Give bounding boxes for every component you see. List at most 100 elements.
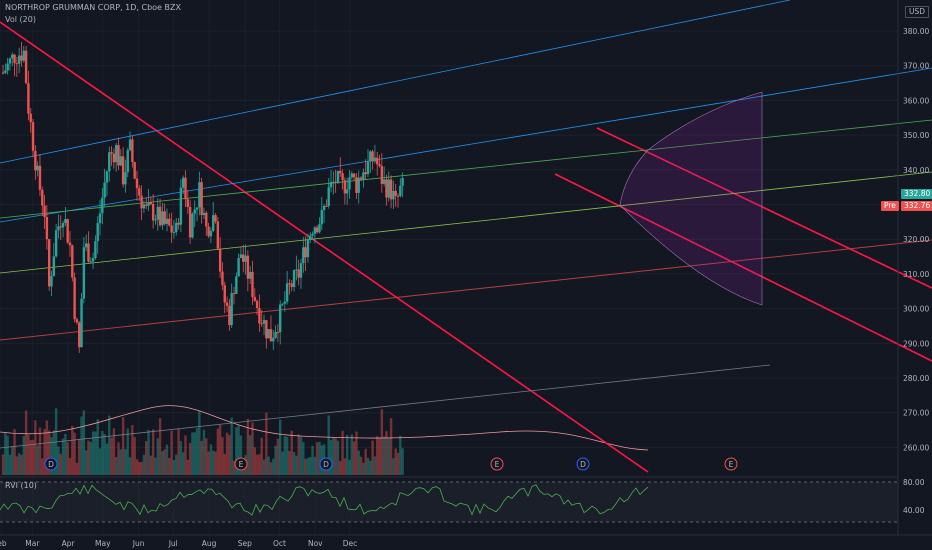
candle-body [156,206,159,220]
trend-lines[interactable] [0,0,932,473]
time-tick-label: Apr [62,539,76,548]
candle-body [230,293,233,326]
candle-body [258,308,261,324]
candle-body [13,54,16,64]
candle-body [212,215,215,231]
currency-button[interactable]: USD [905,6,930,18]
marker-label: D [580,460,586,469]
volume-bar [50,437,53,475]
candle-body [352,173,356,178]
volume-bar [399,435,402,475]
price-tick-label: 270.00 [903,409,929,418]
price-tick-label: 370.00 [903,62,929,71]
candle-body [101,197,104,214]
volume-bar [373,456,377,475]
candle-body [297,269,300,278]
volume-bar [339,460,342,475]
candle-body [309,235,312,240]
dividend-marker [319,457,333,471]
volume-bar [260,437,263,475]
volume-bar [4,432,7,475]
candle-body [103,182,106,198]
candle-body [320,210,323,225]
candle-body [235,276,238,294]
volume-bar [101,430,104,475]
candle-body [22,50,25,61]
time-tick-label: Jul [168,539,178,548]
candle-body [193,209,196,214]
candle-body [34,150,37,171]
volume-bar [34,420,37,475]
rvi-legend[interactable]: RVI (10) [5,481,37,490]
candle-body [15,63,19,65]
candle-body [135,178,139,189]
volume-bar [315,442,319,475]
dividend-marker [44,457,58,471]
candle-body [133,162,136,179]
candle-body [195,207,199,210]
volume-bar [334,438,337,475]
volume-bar [205,438,208,475]
volume-bar [225,432,229,475]
pre-market-label: Pre [881,201,899,211]
candle-body [348,177,351,190]
candle-body [186,199,189,208]
price-axis[interactable]: 380.00370.00360.00350.00340.00330.00320.… [897,0,929,535]
candle-body [255,300,259,309]
volume-bar [13,429,16,475]
candle-body [334,181,337,183]
volume-ma-line [0,405,649,451]
volume-bar [84,450,88,475]
candle-body [315,227,319,233]
volume-bar [179,441,183,475]
candle-body [396,195,400,197]
volume-bar [253,447,256,475]
candle-body [394,190,397,196]
volume-bar [17,453,21,475]
candle-body [292,269,296,288]
symbol-title[interactable]: NORTHROP GRUMMAN CORP, 1D, Cboe BZX [5,3,181,12]
candle-body [27,83,30,114]
candle-body [43,205,46,218]
candle-body [281,303,284,305]
candle-body [216,221,220,249]
volume-bar [98,448,102,475]
candle-body [36,165,39,171]
price-tick-label: 360.00 [903,96,929,105]
volume-bar [209,444,213,475]
price-tick-label: 320.00 [903,235,929,244]
candle-body [20,55,23,61]
candle-body [66,219,69,243]
volume-bar [299,436,303,475]
volume-bar [15,456,19,475]
trend-line [554,173,932,362]
volume-bar [181,452,185,475]
volume-bar [188,442,192,475]
volume-bar [297,434,300,475]
volume-bar [258,454,261,475]
time-axis[interactable]: Feb Mar Apr May Jun Jul Aug Sep Oct Nov Dec [0,534,932,548]
volume-bar [371,440,374,475]
volume-bar [274,445,277,475]
time-tick-label: Dec [343,539,358,548]
candle-body [142,204,146,209]
volume-bar [11,445,14,475]
candle-body [225,302,229,306]
volume-bar [170,430,173,475]
volume-bar [207,451,210,475]
candle-body [126,150,129,173]
candle-body [299,263,303,278]
volume-bar [61,438,65,475]
candle-body [147,202,150,206]
candle-body [41,189,44,206]
candle-body [369,151,372,162]
candle-body [140,195,143,209]
candle-body [78,322,81,348]
candle-body [6,63,9,71]
volume-bar [22,435,25,475]
volume-bar [36,445,39,475]
volume-legend[interactable]: Vol (20) [5,15,36,24]
candle-body [313,227,317,234]
